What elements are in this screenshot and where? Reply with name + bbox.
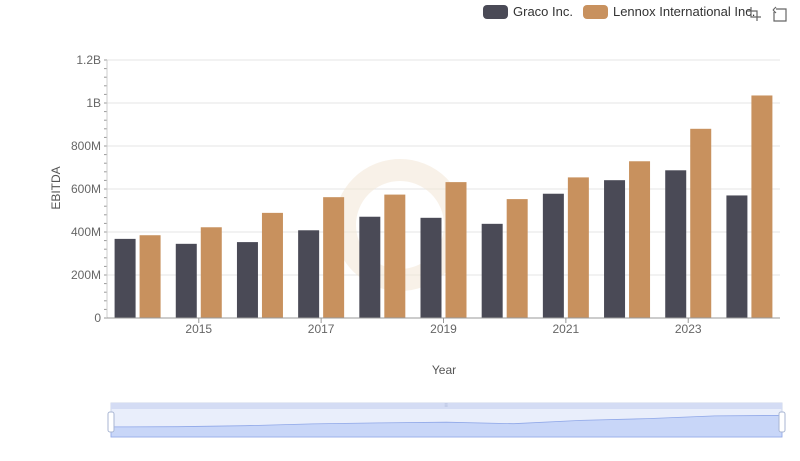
bar-graco[interactable] [481, 223, 503, 318]
zoom-slider-preview [110, 414, 783, 438]
legend-item-graco[interactable]: Graco Inc. [483, 4, 573, 19]
bar-lennox[interactable] [384, 194, 406, 318]
x-tick-label: 2017 [308, 322, 335, 336]
bar-lennox[interactable] [323, 197, 345, 318]
axes: 0 200M 400M 600M 800M 1B 1.2B 2015 2017 2019 2021 2… [71, 53, 780, 336]
bar-lennox[interactable] [751, 95, 773, 318]
bar-graco[interactable] [604, 180, 626, 318]
bar-lennox[interactable] [629, 161, 651, 318]
x-tick-label: 2023 [675, 322, 702, 336]
x-tick-label: 2019 [430, 322, 457, 336]
y-tick-label: 400M [71, 225, 101, 239]
bar-graco[interactable] [298, 230, 320, 318]
zoom-slider-top-bar[interactable] [111, 403, 782, 409]
y-tick-label: 0 [94, 311, 101, 325]
restore-icon[interactable] [772, 6, 788, 22]
legend-swatch-graco [483, 4, 508, 19]
bar-lennox[interactable] [506, 199, 528, 318]
legend-swatch-lennox [582, 4, 608, 19]
x-tick-label: 2021 [553, 322, 580, 336]
bar-graco[interactable] [665, 170, 687, 318]
bar-graco[interactable] [726, 195, 748, 318]
zoom-icon[interactable] [746, 6, 762, 22]
zoom-grip-icon[interactable]: ≡ [444, 403, 448, 409]
y-tick-label: 1B [86, 96, 101, 110]
bar-lennox[interactable] [567, 177, 589, 318]
y-tick-label: 200M [71, 268, 101, 282]
bar-graco[interactable] [236, 242, 258, 318]
bar-lennox[interactable] [200, 227, 222, 318]
data-zoom-slider[interactable]: ≡ [107, 402, 786, 438]
toolbox [746, 6, 798, 22]
zoom-handle-right[interactable] [778, 411, 786, 433]
y-tick-label: 800M [71, 139, 101, 153]
bar-graco[interactable] [420, 217, 442, 318]
x-axis-label: Year [432, 363, 456, 377]
bar-graco[interactable] [114, 238, 136, 318]
legend-label-lennox: Lennox International Inc. [612, 4, 756, 19]
bar-lennox[interactable] [139, 235, 161, 318]
legend-item-lennox[interactable]: Lennox International Inc. [582, 4, 756, 19]
y-tick-label: 1.2B [76, 53, 101, 67]
bar-lennox[interactable] [690, 128, 712, 318]
bar-lennox[interactable] [445, 182, 467, 318]
bar-graco[interactable] [359, 216, 381, 318]
y-axis-label: EBITDA [49, 166, 63, 209]
zoom-handle-left[interactable] [107, 411, 115, 433]
x-tick-label: 2015 [185, 322, 212, 336]
bar-graco[interactable] [175, 243, 197, 318]
legend: Graco Inc. Lennox International Inc. [483, 4, 765, 19]
y-tick-label: 600M [71, 182, 101, 196]
bar-lennox[interactable] [261, 212, 283, 318]
bars [114, 95, 773, 318]
bar-graco[interactable] [542, 193, 564, 318]
legend-label-graco: Graco Inc. [513, 4, 573, 19]
